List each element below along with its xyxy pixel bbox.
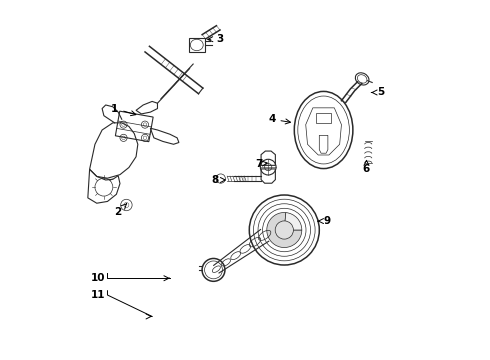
Text: 9: 9 <box>318 216 331 226</box>
Text: 8: 8 <box>211 175 225 185</box>
Text: 5: 5 <box>371 87 384 98</box>
Text: 4: 4 <box>268 114 291 124</box>
Text: 10: 10 <box>91 273 105 283</box>
Circle shape <box>275 221 294 239</box>
Text: 6: 6 <box>363 160 370 174</box>
Text: 1: 1 <box>111 104 136 116</box>
Text: 2: 2 <box>115 204 126 217</box>
Text: 11: 11 <box>91 290 105 300</box>
Text: 3: 3 <box>208 34 223 44</box>
Wedge shape <box>267 212 302 248</box>
Text: 7: 7 <box>256 159 267 169</box>
Wedge shape <box>284 212 302 230</box>
